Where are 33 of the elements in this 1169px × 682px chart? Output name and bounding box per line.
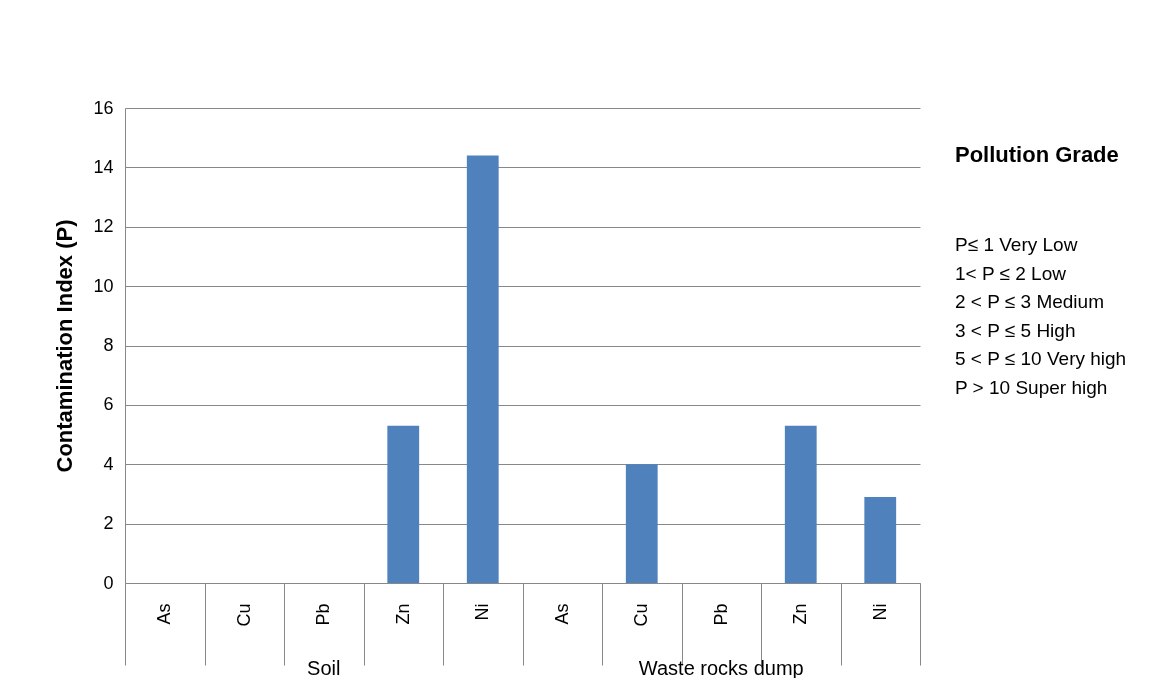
x-tick-label: As	[551, 603, 572, 625]
x-tick-label: As	[154, 603, 175, 625]
bar	[466, 155, 499, 583]
y-tick-label: 8	[103, 335, 114, 355]
bar	[864, 496, 897, 583]
text: 2 < P ≤ 3 Medium	[955, 291, 1104, 312]
x-tick-label: Zn	[392, 603, 413, 625]
text: Soil	[307, 657, 341, 679]
text: 5 < P ≤ 10 Very high	[955, 348, 1127, 369]
text: Pollution Grade	[955, 142, 1119, 167]
text: 3 < P ≤ 5 High	[955, 319, 1076, 341]
x-tick-label: Cu	[233, 603, 254, 627]
x-tick-label: Cu	[631, 603, 652, 627]
x-tick-label: Pb	[313, 603, 334, 626]
y-tick-label: 4	[103, 453, 114, 474]
text: P > 10 Super high	[955, 376, 1108, 398]
y-axis-title: Contamination Index (P)	[52, 219, 78, 473]
x-tick-label: Zn	[790, 603, 811, 625]
y-tick-label: 16	[93, 97, 114, 118]
y-tick-label: 14	[93, 156, 114, 177]
y-tick-label: 10	[93, 275, 114, 296]
x-tick-label: Ni	[869, 603, 890, 621]
bar	[625, 464, 658, 583]
bar	[387, 425, 420, 583]
y-tick-label: 12	[93, 216, 114, 237]
bar	[784, 425, 817, 583]
text: P≤ 1 Very Low	[955, 234, 1078, 255]
text: 1< P ≤ 2 Low	[955, 262, 1067, 284]
x-tick-label: Pb	[710, 603, 731, 626]
y-tick-label: 6	[103, 394, 114, 415]
y-tick-label: 0	[103, 572, 114, 593]
x-tick-label: Ni	[472, 603, 493, 621]
y-tick-label: 2	[103, 513, 114, 534]
